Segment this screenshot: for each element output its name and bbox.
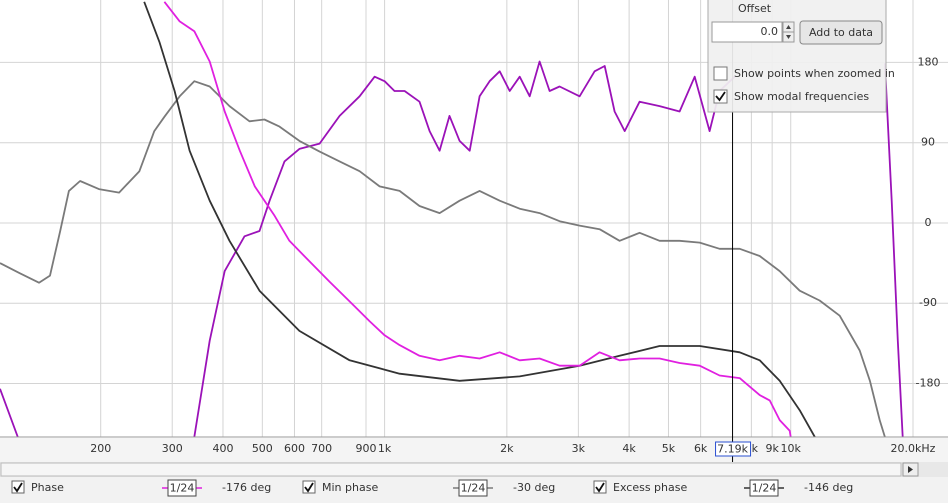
series-line	[163, 1, 792, 437]
legend-name: Excess phase	[613, 481, 687, 494]
cursor-readout: -176 deg	[222, 481, 271, 494]
x-tick-label: 20.0kHz	[891, 442, 936, 455]
x-tick-label: 600	[284, 442, 305, 455]
check-icon	[304, 482, 314, 493]
x-tick-label: 10k	[781, 442, 802, 455]
offset-value[interactable]: 0.0	[761, 25, 779, 38]
smoothing-box[interactable]	[167, 479, 197, 497]
check-icon	[13, 482, 23, 493]
x-tick-label: 900	[356, 442, 377, 455]
options: Show points when zoomed in Show modal fre…	[713, 66, 895, 104]
option-label[interactable]: Show points when zoomed in	[734, 67, 895, 80]
option-label[interactable]: Show modal frequencies	[734, 90, 869, 103]
x-tick-label: 200	[90, 442, 111, 455]
check-icon	[595, 482, 605, 493]
legend-checkbox[interactable]	[302, 480, 316, 494]
smoothing-box[interactable]	[749, 479, 779, 497]
x-tick-label: 700	[311, 442, 332, 455]
x-tick-label: 500	[252, 442, 273, 455]
x-tick-label: 9k	[765, 442, 779, 455]
offset-input[interactable]	[711, 21, 783, 43]
x-labels: 200 300 400 500 600 700 900 1k 2k 3k 4k 5k 6k 8k 9k 10k…	[90, 442, 935, 455]
smoothing-label: 1/24	[461, 482, 486, 495]
panel-background	[707, 0, 887, 113]
cursor-label: 7.19k	[717, 443, 748, 456]
y-tick-label: 90	[921, 136, 935, 149]
x-tick-label: 300	[162, 442, 183, 455]
cursor-readout: -30 deg	[513, 481, 555, 494]
x-tick-label: 4k	[622, 442, 636, 455]
offset-label: Offset	[738, 2, 772, 15]
cursor: 7.19k	[715, 0, 752, 462]
x-tick-label: 3k	[572, 442, 586, 455]
controls-panel: Offset 0.0 Add to data Show points when …	[707, 0, 895, 113]
cursor-label-box	[715, 441, 752, 457]
legend-name: Phase	[31, 481, 64, 494]
series-line	[0, 60, 904, 437]
legend: Phase 1/24 -176 deg Min phase 1/24 -30 deg Exc…	[11, 479, 853, 497]
y-tick-label: -180	[916, 376, 941, 389]
smoothing-box[interactable]	[458, 479, 488, 497]
x-tick-label: 6k	[694, 442, 708, 455]
x-axis-strip	[0, 438, 948, 462]
x-tick-label: 400	[212, 442, 233, 455]
option-checkbox[interactable]	[713, 66, 728, 81]
x-tick-label: 2k	[500, 442, 514, 455]
smoothing-label: 1/24	[752, 482, 777, 495]
check-icon	[715, 91, 726, 102]
add-button-label[interactable]: Add to data	[809, 26, 873, 39]
y-tick-label: 0	[925, 216, 932, 229]
smoothing-label: 1/24	[170, 482, 195, 495]
plot-lines	[0, 1, 904, 437]
spin-icons	[786, 25, 791, 39]
x-tick-label: 1k	[378, 442, 392, 455]
y-tick-label: -90	[919, 296, 937, 309]
arrow-icon	[908, 466, 913, 473]
y-tick-label: 180	[918, 55, 939, 68]
cursor-readout: -146 deg	[804, 481, 853, 494]
legend-checkbox[interactable]	[11, 480, 25, 494]
series-line	[0, 80, 886, 437]
x-tick-label: 5k	[662, 442, 676, 455]
scroll-thumb[interactable]	[0, 462, 902, 477]
legend-checkbox[interactable]	[593, 480, 607, 494]
series-line	[143, 1, 816, 437]
add-button[interactable]	[799, 20, 883, 45]
legend-name: Min phase	[322, 481, 378, 494]
